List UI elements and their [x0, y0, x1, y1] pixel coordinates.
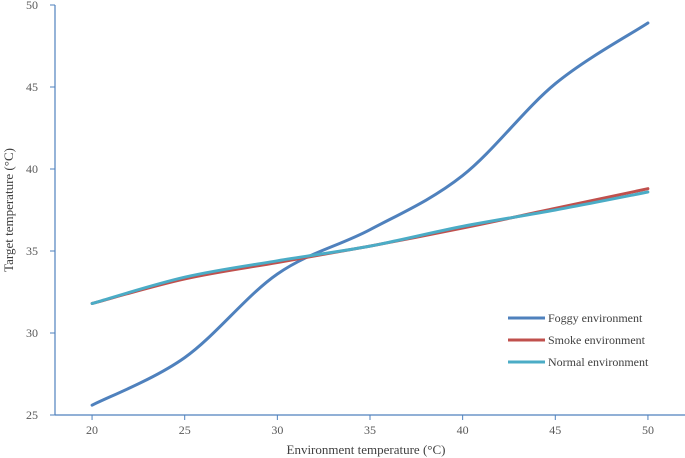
x-tick-label: 45 [549, 423, 561, 437]
legend-label-foggy-environment: Foggy environment [548, 311, 643, 325]
legend: Foggy environment Smoke environment Normal… [508, 311, 649, 369]
y-tick-label: 30 [26, 326, 38, 340]
y-tick-label: 50 [26, 0, 38, 12]
x-tick-label: 20 [86, 423, 98, 437]
y-tick-label: 25 [26, 408, 38, 422]
x-tick-label: 25 [179, 423, 191, 437]
x-tick-label: 35 [364, 423, 376, 437]
x-axis-title: Environment temperature (°C) [287, 442, 446, 457]
legend-label-normal-environment: Normal environment [548, 355, 649, 369]
x-tick-label: 30 [271, 423, 283, 437]
y-tick-label: 40 [26, 162, 38, 176]
series-line-foggy-environment [90, 21, 650, 407]
x-axis: 20 25 30 35 40 45 50 [55, 414, 685, 437]
series-line-normal-environment [90, 190, 650, 305]
y-axis: 25 30 35 40 45 50 [26, 0, 56, 422]
y-axis-title: Target temperature (°C) [1, 148, 16, 272]
x-tick-label: 50 [642, 423, 654, 437]
x-tick-label: 40 [457, 423, 469, 437]
legend-label-smoke-environment: Smoke environment [548, 333, 646, 347]
y-tick-label: 45 [26, 80, 38, 94]
y-tick-label: 35 [26, 244, 38, 258]
series-layer [90, 21, 650, 407]
